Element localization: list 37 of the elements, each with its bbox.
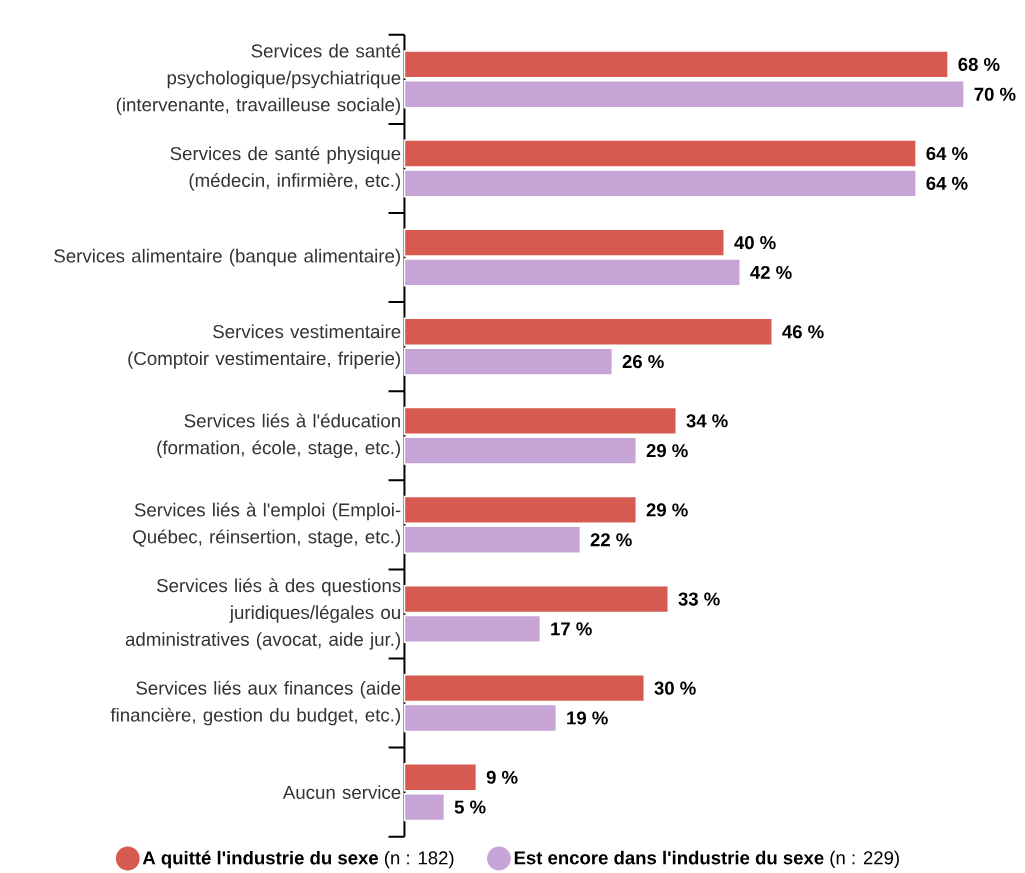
y-tick-label: Aucun service xyxy=(282,785,401,799)
bar xyxy=(403,703,558,733)
y-tick-label: Services de santé psychologique/psychiatrique (intervenante, travailleuse sociale) xyxy=(116,43,401,116)
data-label: 5 % xyxy=(454,800,486,814)
data-label: 19 % xyxy=(567,711,608,725)
data-label: 33 % xyxy=(678,592,720,606)
y-tick-label: Services liés à l'éducation (formation, école, stage, etc.) xyxy=(157,413,401,458)
data-label: 64 % xyxy=(926,176,968,190)
y-tick-label: Services liés à des questions juridiques/légales ou administratives (avocat, aide jur.) xyxy=(125,578,401,650)
bar xyxy=(403,763,478,792)
data-label: 64 % xyxy=(926,146,968,161)
legend-label: A quitté l'industrie du sexe (n : 182) xyxy=(142,850,454,869)
y-tick-label: Services alimentaire (banque alimentaire) xyxy=(54,248,400,267)
data-label: 68 % xyxy=(958,57,1000,71)
data-label: 40 % xyxy=(734,236,776,250)
data-label: 34 % xyxy=(686,414,728,428)
data-label: 70 % xyxy=(974,87,1016,101)
data-label: 30 % xyxy=(654,681,696,695)
data-label: 9 % xyxy=(486,770,518,784)
legend-label: Est encore dans l'industrie du sexe (n : 229) xyxy=(514,850,899,869)
bar xyxy=(403,614,542,643)
bar xyxy=(403,673,646,703)
y-tick-label: Services vestimentaire (Comptoir vestimentaire, friperie) xyxy=(128,324,401,369)
data-label: 42 % xyxy=(750,265,792,279)
data-label: 46 % xyxy=(782,325,824,339)
y-tick-label: Services liés aux finances (aide financière, gestion du budget, etc.) xyxy=(110,680,401,726)
data-label: 17 % xyxy=(551,622,592,636)
bar xyxy=(403,584,670,614)
data-label: 29 % xyxy=(646,503,688,517)
data-label: 26 % xyxy=(622,354,664,369)
y-tick-label: Services de santé physique (médecin, infirmière, etc.) xyxy=(170,146,401,191)
data-label: 22 % xyxy=(590,533,632,547)
bar xyxy=(403,525,582,554)
y-tick-label: Services liés à l'emploi (Emploi-Québec, réinsertion, stage, etc.) xyxy=(133,502,401,548)
bar xyxy=(403,495,638,525)
bar xyxy=(403,792,446,822)
data-label: 29 % xyxy=(646,444,688,458)
